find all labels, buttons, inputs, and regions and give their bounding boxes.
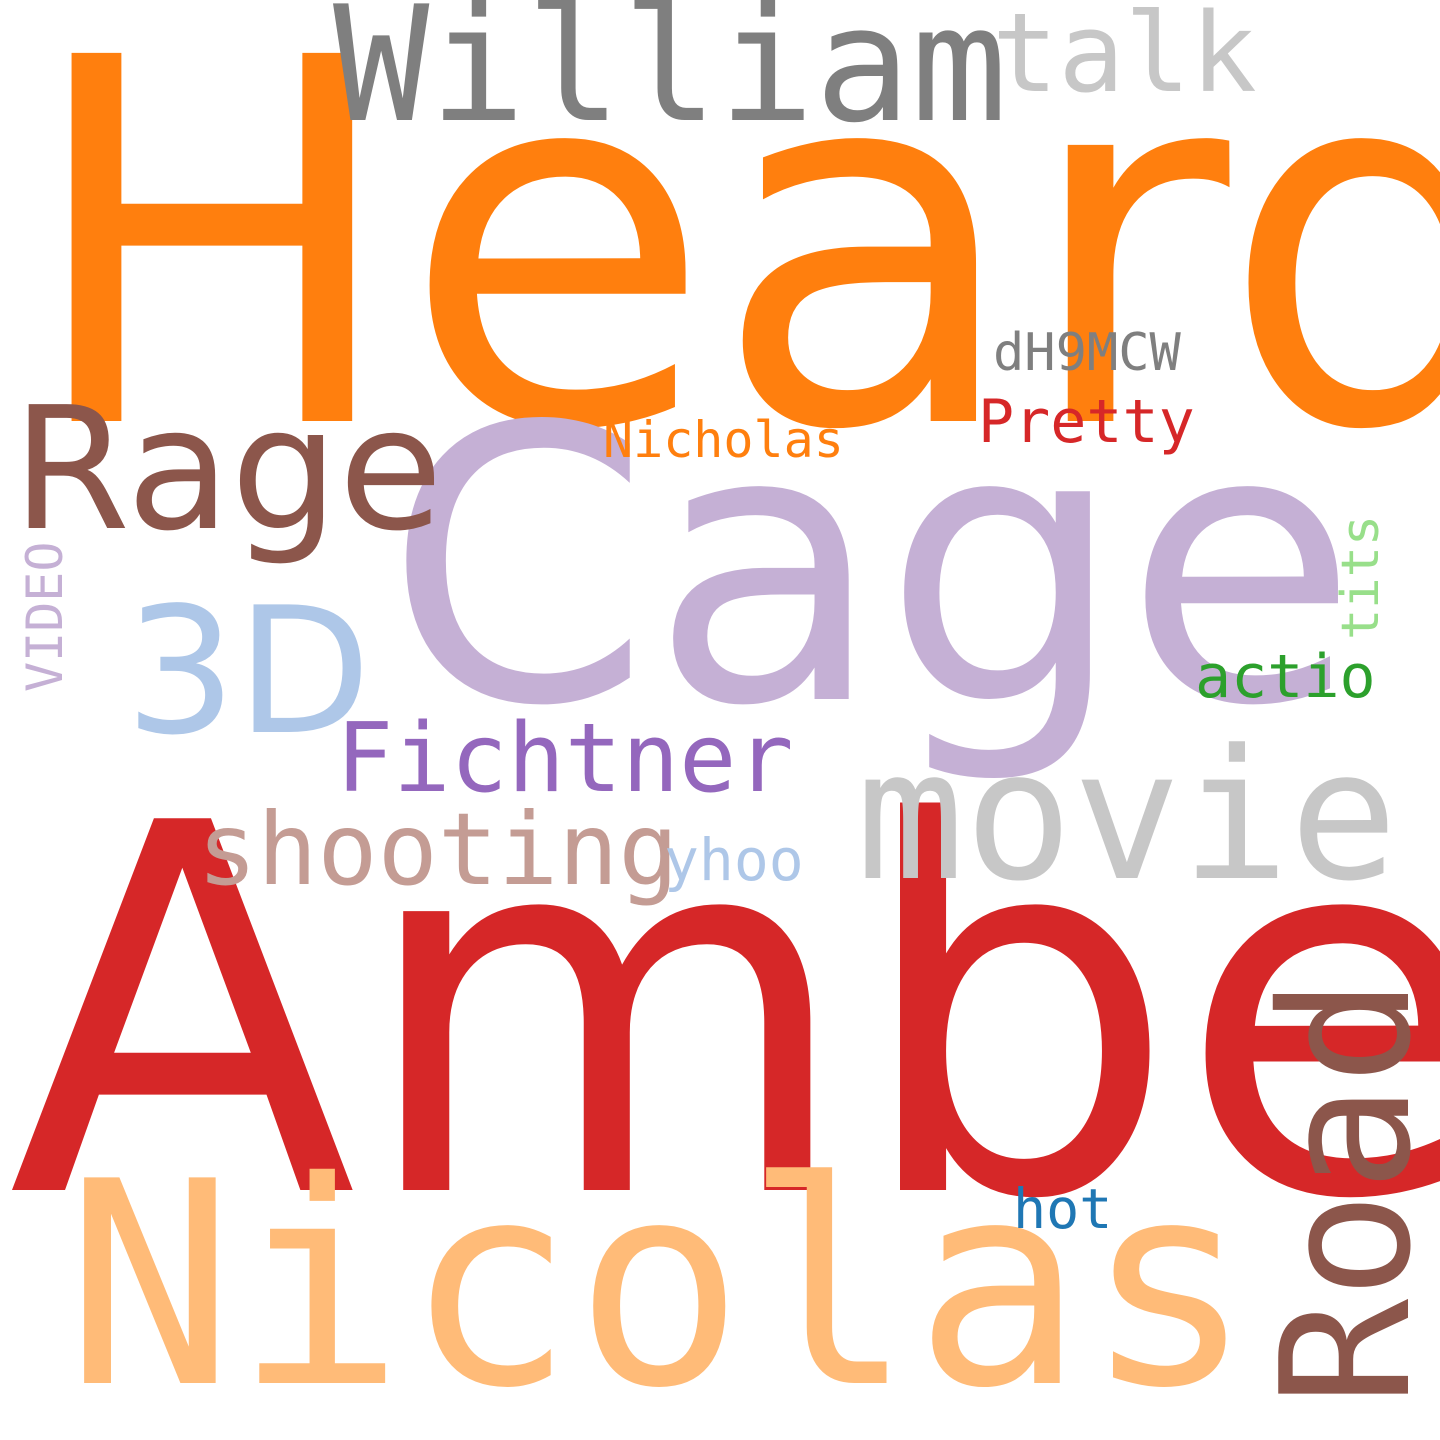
word-tits: tits (1331, 514, 1391, 640)
word-movie: movie (856, 712, 1398, 921)
word-nicholas: Nicholas (603, 411, 844, 469)
word-road: Road (1243, 977, 1440, 1406)
word-cage: Cage (385, 346, 1359, 789)
word-dh9mcw: dH9MCW (993, 323, 1181, 383)
word-hot: hot (1013, 1177, 1113, 1241)
word-video: VIDEO (16, 541, 74, 692)
word-nicolas: Nicolas (65, 1121, 1254, 1440)
word-talk: talk (992, 0, 1257, 117)
word-yhoo: yhoo (664, 826, 804, 894)
word-3d: 3D (125, 571, 372, 774)
word-william: William (333, 0, 1008, 158)
word-actio: actio (1195, 642, 1376, 712)
word-heard: Heard (22, 0, 1440, 541)
word-shooting: shooting (197, 791, 679, 908)
word-amber: Amber (8, 718, 1440, 1311)
word-pretty: Pretty (978, 387, 1195, 457)
word-rage: Rage (12, 371, 444, 569)
word-fichtner: Fichtner (336, 704, 794, 814)
